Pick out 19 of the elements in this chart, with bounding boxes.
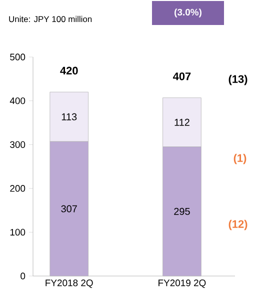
- y-tick-label: 200: [10, 185, 26, 192]
- x-tick-label: FY2018 2Q: [46, 280, 93, 288]
- y-tick-label: 100: [10, 228, 26, 236]
- y-tick-label: 300: [10, 141, 26, 148]
- annotation: (12): [228, 220, 248, 230]
- annotation: (1): [234, 154, 246, 164]
- text: (3.0%): [174, 8, 202, 18]
- data-label: 113: [62, 113, 77, 120]
- y-tick-label: 500: [10, 54, 26, 60]
- data-label: 112: [174, 118, 190, 126]
- text: Unite: JPY 100 million: [9, 16, 92, 22]
- annotation: (13): [228, 74, 248, 86]
- y-tick-label: 0: [20, 272, 26, 280]
- data-label: 307: [61, 205, 77, 212]
- total-label: 407: [172, 72, 191, 80]
- y-tick-label: 400: [10, 97, 26, 104]
- total-label: 420: [60, 66, 78, 75]
- data-label: 295: [174, 208, 190, 215]
- x-tick-label: FY2019 2Q: [158, 280, 206, 288]
